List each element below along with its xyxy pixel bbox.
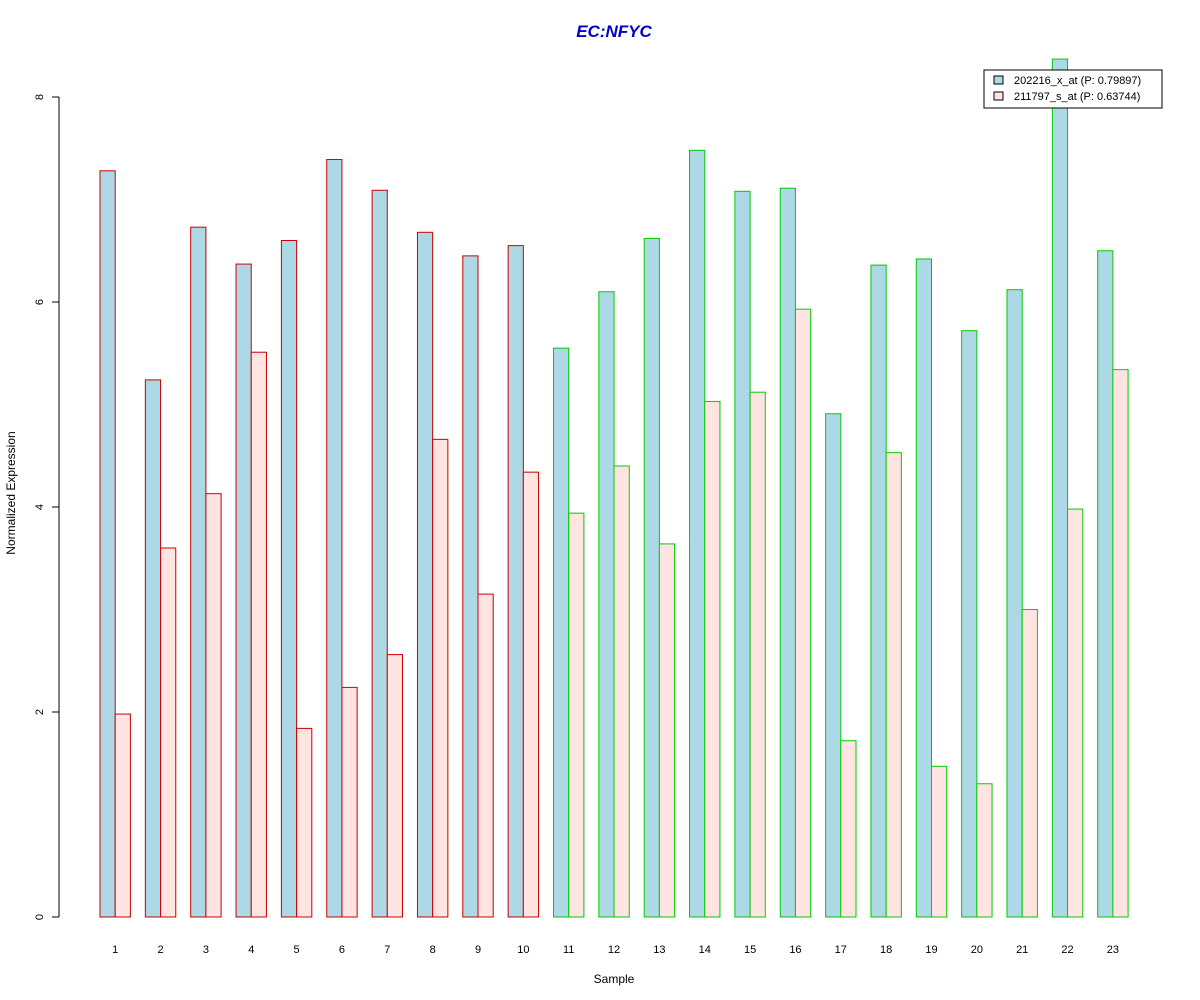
bar-sample-7-series-2 [386, 654, 403, 918]
x-tick-label: 20 [971, 944, 983, 956]
bar-sample-14-series-2 [704, 400, 721, 918]
bar-sample-2-series-1 [144, 379, 162, 918]
bar-sample-10-series-1 [507, 245, 524, 918]
legend-swatch-series-1 [993, 75, 1004, 85]
bar-sample-6-series-1 [326, 159, 343, 918]
bar-sample-3-series-1 [190, 226, 207, 918]
bar-sample-15-series-1 [734, 190, 751, 918]
y-axis-title: Normalized Expression [4, 431, 18, 554]
bar-sample-5-series-1 [280, 240, 298, 918]
x-tick-labels: 1 2 3 4 5 6 7 8 9 10 11 12 13 14 15 16 17 18 19 20 21 22 23 [112, 944, 1119, 956]
bar-sample-11-series-2 [568, 512, 585, 918]
y-axis: 0 2 4 6 8 [34, 94, 60, 920]
x-tick-label: 6 [339, 944, 345, 956]
y-tick-label: 4 [34, 504, 46, 510]
x-tick-label: 7 [384, 944, 390, 956]
bar-sample-19-series-1 [915, 258, 932, 918]
legend-box [983, 69, 1163, 109]
bar-sample-12-series-2 [613, 465, 630, 918]
bars [99, 58, 1129, 918]
bar-sample-21-series-2 [1021, 609, 1038, 918]
x-tick-label: 5 [294, 944, 300, 956]
bar-sample-9-series-2 [477, 593, 494, 918]
y-tick-label: 8 [34, 94, 46, 100]
bar-sample-23-series-2 [1112, 369, 1129, 918]
bar-sample-12-series-1 [598, 291, 615, 918]
bar-sample-23-series-1 [1097, 250, 1114, 918]
bar-sample-17-series-1 [825, 413, 842, 918]
bar-sample-4-series-1 [235, 263, 252, 918]
bar-sample-18-series-2 [885, 452, 902, 918]
bar-sample-5-series-2 [296, 727, 313, 918]
bar-sample-6-series-2 [341, 686, 358, 918]
x-tick-label: 2 [157, 944, 163, 956]
legend-label-series-1: 202216_x_at (P: 0.79897) [1014, 75, 1141, 87]
x-tick-label: 21 [1016, 944, 1028, 956]
y-tick-label: 0 [34, 914, 46, 920]
bar-sample-1-series-1 [99, 170, 116, 918]
legend-label-series-2: 211797_s_at (P: 0.63744) [1014, 91, 1140, 103]
x-tick-label: 16 [789, 944, 801, 956]
x-tick-label: 17 [835, 944, 847, 956]
bar-sample-20-series-2 [976, 783, 993, 918]
x-tick-label: 15 [744, 944, 756, 956]
x-tick-label: 11 [563, 944, 574, 956]
bar-sample-21-series-1 [1006, 289, 1023, 918]
x-tick-label: 10 [517, 944, 529, 956]
bar-sample-8-series-2 [432, 438, 449, 918]
bar-sample-15-series-2 [749, 391, 766, 918]
bar-sample-17-series-2 [840, 740, 857, 918]
bar-sample-8-series-1 [416, 231, 434, 918]
chart-title: EC:NFYC [576, 22, 652, 41]
x-tick-label: 8 [430, 944, 436, 956]
bar-sample-11-series-1 [553, 347, 570, 918]
bar-sample-16-series-2 [794, 308, 812, 918]
x-tick-label: 14 [699, 944, 711, 956]
x-tick-label: 4 [248, 944, 254, 956]
bar-sample-20-series-1 [961, 330, 978, 918]
bar-sample-4-series-2 [250, 351, 267, 918]
x-tick-label: 12 [608, 944, 620, 956]
bar-sample-7-series-1 [371, 189, 388, 918]
bar-sample-18-series-1 [870, 264, 887, 918]
bar-sample-14-series-1 [689, 149, 706, 918]
x-tick-label: 22 [1061, 944, 1073, 956]
x-tick-label: 3 [203, 944, 209, 956]
bar-sample-9-series-1 [462, 255, 479, 918]
legend-swatch-series-2 [993, 91, 1004, 101]
legend: 202216_x_at (P: 0.79897) 211797_s_at (P: … [983, 69, 1163, 109]
bar-sample-1-series-2 [114, 713, 131, 918]
bar-sample-22-series-2 [1067, 508, 1084, 918]
bar-sample-13-series-1 [643, 237, 660, 918]
x-tick-label: 19 [925, 944, 937, 956]
y-tick-label: 6 [34, 299, 46, 305]
bar-sample-19-series-2 [931, 765, 948, 918]
bar-sample-3-series-2 [205, 493, 222, 918]
x-tick-label: 9 [475, 944, 481, 956]
x-tick-label: 18 [880, 944, 892, 956]
bar-sample-16-series-1 [779, 187, 796, 918]
y-tick-label: 2 [34, 709, 46, 715]
bar-sample-10-series-2 [522, 471, 540, 918]
bar-sample-2-series-2 [160, 547, 177, 918]
bar-sample-22-series-1 [1051, 58, 1069, 918]
x-tick-label: 13 [653, 944, 665, 956]
x-tick-label: 1 [112, 944, 118, 956]
x-tick-label: 23 [1107, 944, 1119, 956]
bar-sample-13-series-2 [658, 543, 676, 918]
x-axis-title: Sample [594, 972, 635, 986]
